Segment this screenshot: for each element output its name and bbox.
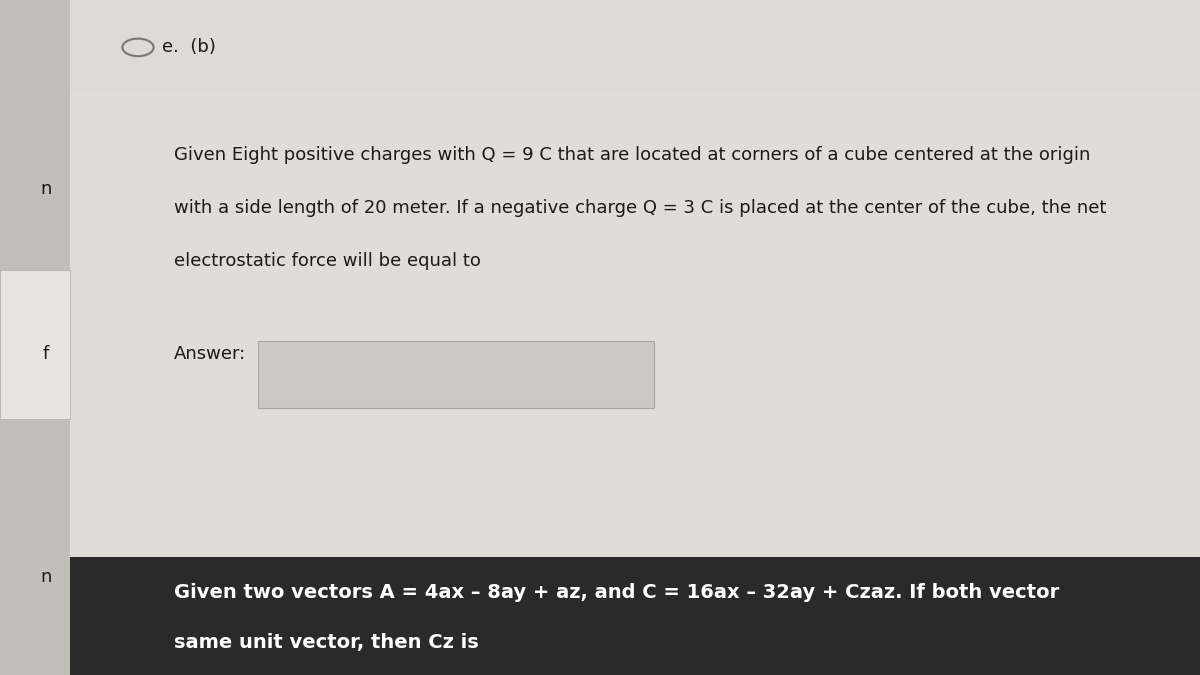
Text: Given Eight positive charges with Q = 9 C that are located at corners of a cube : Given Eight positive charges with Q = 9 … bbox=[174, 146, 1091, 164]
Text: e.  (b): e. (b) bbox=[162, 38, 216, 57]
Bar bbox=[0, 0, 1200, 91]
Bar bbox=[0, 270, 70, 418]
Text: n: n bbox=[40, 180, 52, 198]
Bar bbox=[0, 0, 70, 675]
Circle shape bbox=[122, 38, 154, 56]
Text: f: f bbox=[42, 346, 49, 363]
Text: Answer:: Answer: bbox=[174, 346, 246, 363]
Text: Given two vectors A = 4ax – 8ay + az, and C = 16ax – 32ay + Czaz. If both vector: Given two vectors A = 4ax – 8ay + az, an… bbox=[174, 583, 1060, 602]
Text: electrostatic force will be equal to: electrostatic force will be equal to bbox=[174, 252, 481, 269]
Bar bbox=[0, 557, 1200, 675]
Text: same unit vector, then Cz is: same unit vector, then Cz is bbox=[174, 633, 479, 652]
Bar bbox=[0, 91, 1200, 557]
Text: with a side length of 20 meter. If a negative charge Q = 3 C is placed at the ce: with a side length of 20 meter. If a neg… bbox=[174, 199, 1106, 217]
Text: n: n bbox=[40, 568, 52, 586]
Bar bbox=[258, 341, 654, 408]
